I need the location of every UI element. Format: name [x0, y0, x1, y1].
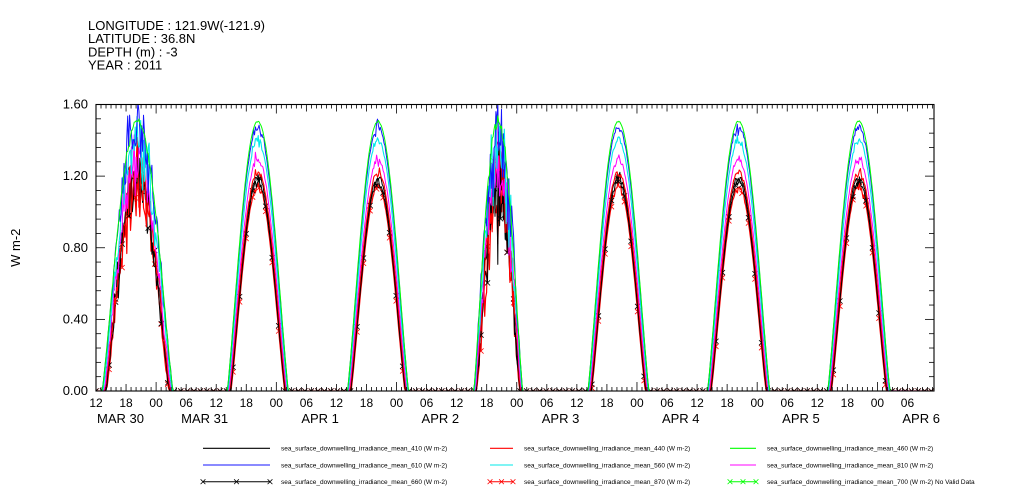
- svg-text:00: 00: [390, 396, 404, 410]
- svg-text:18: 18: [480, 396, 494, 410]
- svg-text:12: 12: [89, 396, 103, 410]
- svg-text:18: 18: [720, 396, 734, 410]
- svg-text:sea_surface_downwelling_irradi: sea_surface_downwelling_irradiance_mean_…: [524, 462, 690, 469]
- svg-text:06: 06: [540, 396, 554, 410]
- svg-text:MAR 31: MAR 31: [181, 411, 228, 426]
- svg-text:W m-2: W m-2: [8, 229, 23, 267]
- svg-text:1.20: 1.20: [63, 168, 88, 183]
- svg-text:18: 18: [119, 396, 133, 410]
- svg-text:12: 12: [811, 396, 825, 410]
- svg-text:06: 06: [420, 396, 434, 410]
- svg-text:06: 06: [660, 396, 674, 410]
- svg-text:APR 4: APR 4: [662, 411, 700, 426]
- svg-text:06: 06: [179, 396, 193, 410]
- svg-text:12: 12: [570, 396, 584, 410]
- svg-text:00: 00: [751, 396, 765, 410]
- svg-text:0.40: 0.40: [63, 311, 88, 326]
- svg-text:YEAR : 2011: YEAR : 2011: [88, 58, 162, 73]
- svg-text:06: 06: [901, 396, 915, 410]
- svg-text:00: 00: [871, 396, 885, 410]
- svg-text:18: 18: [841, 396, 855, 410]
- svg-text:MAR 30: MAR 30: [97, 411, 144, 426]
- svg-text:sea_surface_downwelling_irradi: sea_surface_downwelling_irradiance_mean_…: [767, 479, 975, 486]
- svg-text:18: 18: [360, 396, 374, 410]
- svg-text:sea_surface_downwelling_irradi: sea_surface_downwelling_irradiance_mean_…: [767, 446, 933, 453]
- svg-text:12: 12: [210, 396, 224, 410]
- svg-text:APR 5: APR 5: [782, 411, 820, 426]
- svg-text:00: 00: [270, 396, 284, 410]
- svg-text:0.00: 0.00: [63, 383, 88, 398]
- svg-text:APR 1: APR 1: [301, 411, 339, 426]
- svg-text:06: 06: [300, 396, 314, 410]
- svg-text:sea_surface_downwelling_irradi: sea_surface_downwelling_irradiance_mean_…: [524, 479, 690, 486]
- svg-text:00: 00: [149, 396, 163, 410]
- svg-text:APR 6: APR 6: [902, 411, 940, 426]
- svg-text:18: 18: [240, 396, 254, 410]
- svg-text:00: 00: [510, 396, 524, 410]
- svg-text:00: 00: [630, 396, 644, 410]
- svg-text:12: 12: [330, 396, 344, 410]
- svg-text:0.80: 0.80: [63, 240, 88, 255]
- svg-text:06: 06: [781, 396, 795, 410]
- svg-text:12: 12: [450, 396, 464, 410]
- svg-text:sea_surface_downwelling_irradi: sea_surface_downwelling_irradiance_mean_…: [281, 462, 447, 469]
- svg-text:sea_surface_downwelling_irradi: sea_surface_downwelling_irradiance_mean_…: [281, 446, 447, 453]
- svg-text:12: 12: [690, 396, 704, 410]
- svg-text:APR 3: APR 3: [542, 411, 580, 426]
- svg-text:sea_surface_downwelling_irradi: sea_surface_downwelling_irradiance_mean_…: [281, 479, 447, 486]
- svg-text:sea_surface_downwelling_irradi: sea_surface_downwelling_irradiance_mean_…: [524, 446, 690, 453]
- svg-text:18: 18: [600, 396, 614, 410]
- svg-text:sea_surface_downwelling_irradi: sea_surface_downwelling_irradiance_mean_…: [767, 462, 933, 469]
- svg-text:1.60: 1.60: [63, 97, 88, 112]
- svg-text:APR 2: APR 2: [422, 411, 460, 426]
